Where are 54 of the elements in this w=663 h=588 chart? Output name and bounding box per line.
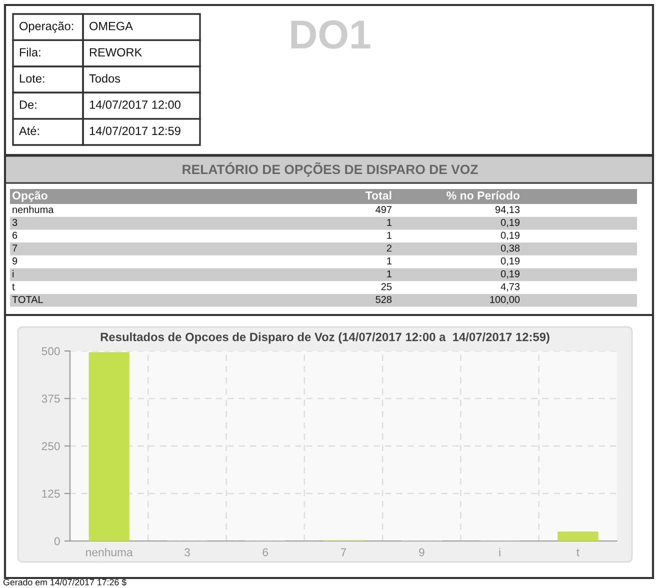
text: Operação:: [20, 22, 74, 33]
data-label: 100,00: [490, 296, 520, 304]
data-label: 0,19: [500, 257, 520, 266]
text: RELATÓRIO DE OPÇÕES DE DISPARO DE VOZ: [182, 162, 478, 177]
category-label: i: [12, 270, 14, 278]
data-label: 1: [387, 270, 392, 278]
data-label: 0,38: [500, 244, 520, 253]
x-tick-label: i: [499, 548, 500, 556]
y-tick-label: 0: [54, 537, 60, 546]
text: Até:: [19, 126, 39, 136]
text: Lote:: [20, 74, 44, 83]
chart-title: Resultados de Opcoes de Disparo de Voz (14/07/2017 12:00 a 14/07/2017 12:59): [100, 332, 550, 344]
category-label: 7: [12, 244, 18, 252]
data-label: 25: [381, 283, 392, 290]
x-tick-label: t: [576, 548, 580, 556]
bar: [88, 352, 130, 541]
text: % no Período: [446, 191, 520, 200]
text: De:: [20, 100, 36, 109]
text: Opção: [12, 191, 48, 202]
data-label: 0,19: [500, 218, 520, 228]
x-tick-label: nenhuma: [86, 548, 133, 556]
category-label: 3: [12, 218, 18, 226]
category-label: 6: [12, 232, 18, 239]
category-label: nenhuma: [12, 206, 54, 214]
x-tick-label: 3: [184, 548, 190, 556]
data-label: 1: [387, 218, 392, 226]
x-tick-label: 9: [419, 548, 424, 556]
text: Fila:: [20, 48, 40, 56]
text: REWORK: [90, 48, 142, 56]
series-label: Total: [365, 191, 392, 200]
data-label: 0,19: [500, 232, 520, 240]
text: Todos: [89, 74, 120, 83]
data-label: 94,13: [495, 206, 520, 214]
data-label: 4,73: [500, 283, 520, 292]
text: 14/07/2017 12:00: [90, 100, 180, 109]
data-label: 0,19: [500, 270, 520, 279]
text: 14/07/2017 12:59: [90, 126, 180, 136]
y-tick-label: 125: [42, 490, 60, 498]
y-tick-label: 250: [42, 442, 60, 450]
data-label: 2: [386, 244, 392, 252]
category-label: 9: [12, 257, 18, 265]
x-tick-label: 7: [340, 548, 346, 556]
bar: [558, 532, 598, 541]
data-label: 1: [387, 232, 392, 239]
category-label: TOTAL: [12, 296, 43, 304]
x-tick-label: 6: [262, 548, 268, 556]
category-label: t: [12, 284, 15, 290]
data-label: 1: [387, 258, 392, 264]
y-tick-label: 375: [42, 394, 60, 403]
data-label: 528: [376, 296, 392, 304]
data-label: 497: [376, 206, 392, 214]
y-tick-label: 500: [42, 347, 60, 356]
text: Gerado em 14/07/2017 17:26 $: [3, 578, 126, 586]
text: OMEGA: [90, 22, 133, 30]
